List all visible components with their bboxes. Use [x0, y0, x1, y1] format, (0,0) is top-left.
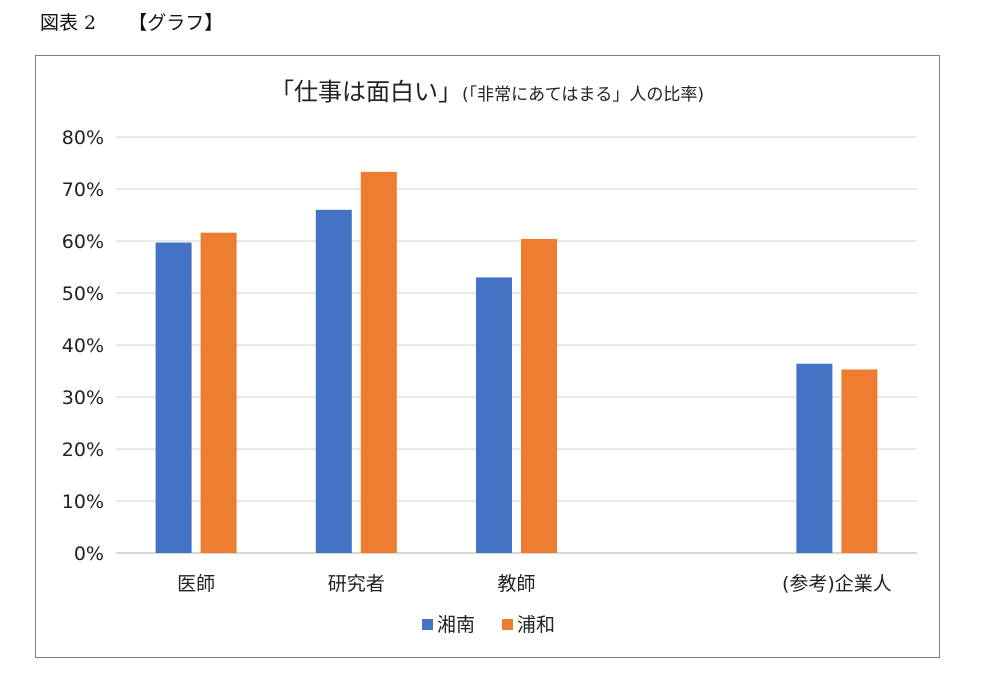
legend-swatch [422, 619, 433, 630]
y-tick-label: 60% [62, 231, 104, 253]
x-tick-label: (参考)企業人 [782, 573, 892, 595]
x-tick-label: 教師 [497, 573, 535, 595]
bar-shonan [796, 363, 833, 553]
legend-label: 浦和 [517, 614, 555, 636]
bar-shonan [476, 277, 512, 553]
bar-urawa [841, 369, 878, 553]
legend-label: 湘南 [437, 614, 475, 636]
bar-urawa [360, 171, 397, 553]
bar-chart: 「仕事は面白い」(「非常にあてはまる」人の比率) 0% 10% 20% 30% 40% 5… [62, 78, 917, 636]
chart-title-main: 「仕事は面白い」 [270, 78, 462, 106]
chart-title-sub: (「非常にあてはまる」人の比率) [462, 85, 704, 105]
bar-urawa [200, 232, 237, 553]
figure-subtitle: 【グラフ】 [128, 12, 224, 34]
chart-frame: 「仕事は面白い」(「非常にあてはまる」人の比率) 0% 10% 20% 30% 40% 5… [35, 55, 940, 658]
y-tick-label: 0% [74, 543, 104, 565]
bar-urawa [521, 238, 557, 554]
bar-shonan [315, 209, 352, 554]
legend: 湘南 浦和 [422, 614, 555, 636]
bar-shonan [155, 242, 192, 553]
figure-caption: 図表 2 【グラフ】 [40, 8, 223, 35]
x-axis: 医師 研究者 教師 (参考)企業人 [177, 573, 892, 595]
bars [155, 171, 878, 554]
y-axis: 0% 10% 20% 30% 40% 50% 60% 70% 80% [62, 127, 104, 565]
y-tick-label: 10% [62, 491, 104, 513]
y-tick-label: 50% [62, 283, 104, 305]
x-tick-label: 医師 [177, 573, 215, 595]
x-tick-label: 研究者 [328, 573, 385, 595]
legend-swatch [502, 619, 513, 630]
y-tick-label: 80% [62, 127, 104, 149]
chart-title: 「仕事は面白い」(「非常にあてはまる」人の比率) [270, 78, 704, 106]
y-tick-label: 20% [62, 439, 104, 461]
y-tick-label: 40% [62, 335, 104, 357]
y-tick-label: 30% [62, 387, 104, 409]
y-tick-label: 70% [62, 179, 104, 201]
figure-label: 図表 2 [40, 12, 97, 34]
gridlines [116, 136, 917, 554]
